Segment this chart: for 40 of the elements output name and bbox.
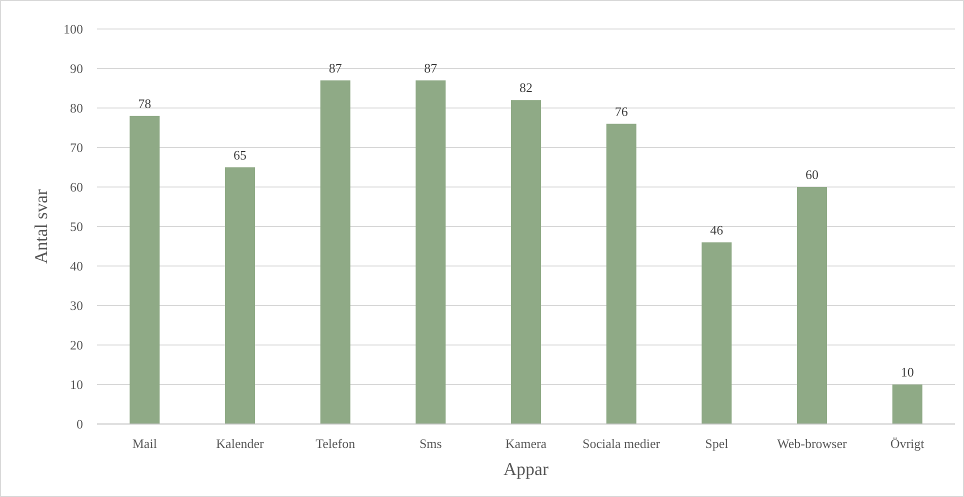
bar xyxy=(130,116,160,424)
x-tick-label: Övrigt xyxy=(890,436,925,451)
y-tick-label: 90 xyxy=(70,61,83,76)
x-tick-label: Sms xyxy=(419,436,442,451)
x-tick-label: Kalender xyxy=(216,436,264,451)
x-tick-label: Spel xyxy=(705,436,729,451)
data-label: 82 xyxy=(520,80,532,96)
x-tick-label: Web-browser xyxy=(777,436,848,451)
bar xyxy=(797,187,827,424)
y-tick-label: 20 xyxy=(70,338,83,353)
bar xyxy=(225,167,255,424)
y-tick-label: 40 xyxy=(70,258,83,274)
y-tick-label: 0 xyxy=(76,416,83,432)
x-tick-label: Mail xyxy=(132,436,158,451)
data-label: 65 xyxy=(234,147,246,162)
data-label: 76 xyxy=(614,104,628,119)
y-tick-label: 60 xyxy=(70,180,83,195)
bar xyxy=(320,80,350,424)
y-tick-label: 30 xyxy=(70,298,83,314)
y-axis-title: Antal svar xyxy=(31,189,51,264)
data-label: 60 xyxy=(806,167,818,182)
x-tick-label: Telefon xyxy=(316,436,356,451)
bar xyxy=(606,124,636,424)
bar xyxy=(702,242,732,424)
data-label: 87 xyxy=(424,60,438,76)
data-label: 87 xyxy=(328,60,342,76)
bar xyxy=(416,80,446,424)
y-tick-label: 80 xyxy=(70,100,83,116)
data-label: 78 xyxy=(138,96,152,111)
bar xyxy=(892,384,922,424)
x-tick-label: Kamera xyxy=(505,436,547,451)
data-label: 10 xyxy=(900,364,914,380)
y-tick-label: 70 xyxy=(70,140,83,156)
bar xyxy=(511,100,541,424)
y-tick-label: 50 xyxy=(70,219,83,234)
data-label: 46 xyxy=(710,222,724,238)
x-tick-label: Sociala medier xyxy=(582,436,661,451)
y-tick-label: 10 xyxy=(70,377,83,392)
x-axis-title: Appar xyxy=(504,459,548,479)
y-tick-label: 100 xyxy=(64,22,83,37)
